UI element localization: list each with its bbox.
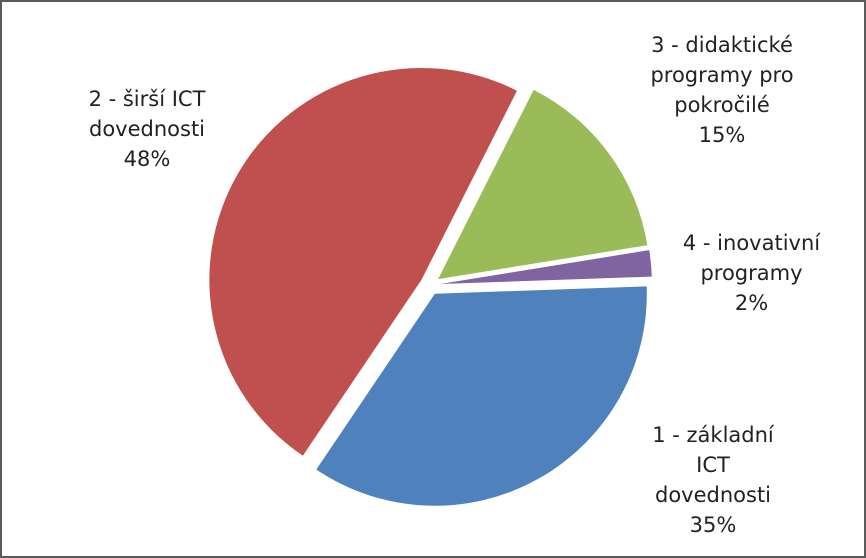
value-label: 2% [734, 291, 769, 315]
pie-slice [316, 286, 647, 506]
category-label: 2 - širší ICT dovednosti [88, 87, 206, 141]
value-label: 15% [698, 123, 746, 147]
value-label: 48% [123, 147, 171, 171]
slice-label: 2 - širší ICT dovednosti 48% [52, 84, 242, 174]
category-label: 3 - didaktické programy pro pokročilé [650, 33, 794, 117]
slice-label: 4 - inovativní programy 2% [664, 228, 839, 318]
pie-slice [438, 89, 648, 280]
category-label: 4 - inovativní programy [682, 231, 821, 285]
slice-label: 3 - didaktické programy pro pokročilé 15% [622, 30, 822, 150]
value-label: 35% [689, 513, 737, 537]
pie-slice [209, 67, 517, 456]
pie-slice [439, 250, 652, 285]
slice-label: 1 - základní ICT dovednosti 35% [638, 420, 788, 540]
category-label: 1 - základní ICT dovednosti [652, 423, 774, 507]
